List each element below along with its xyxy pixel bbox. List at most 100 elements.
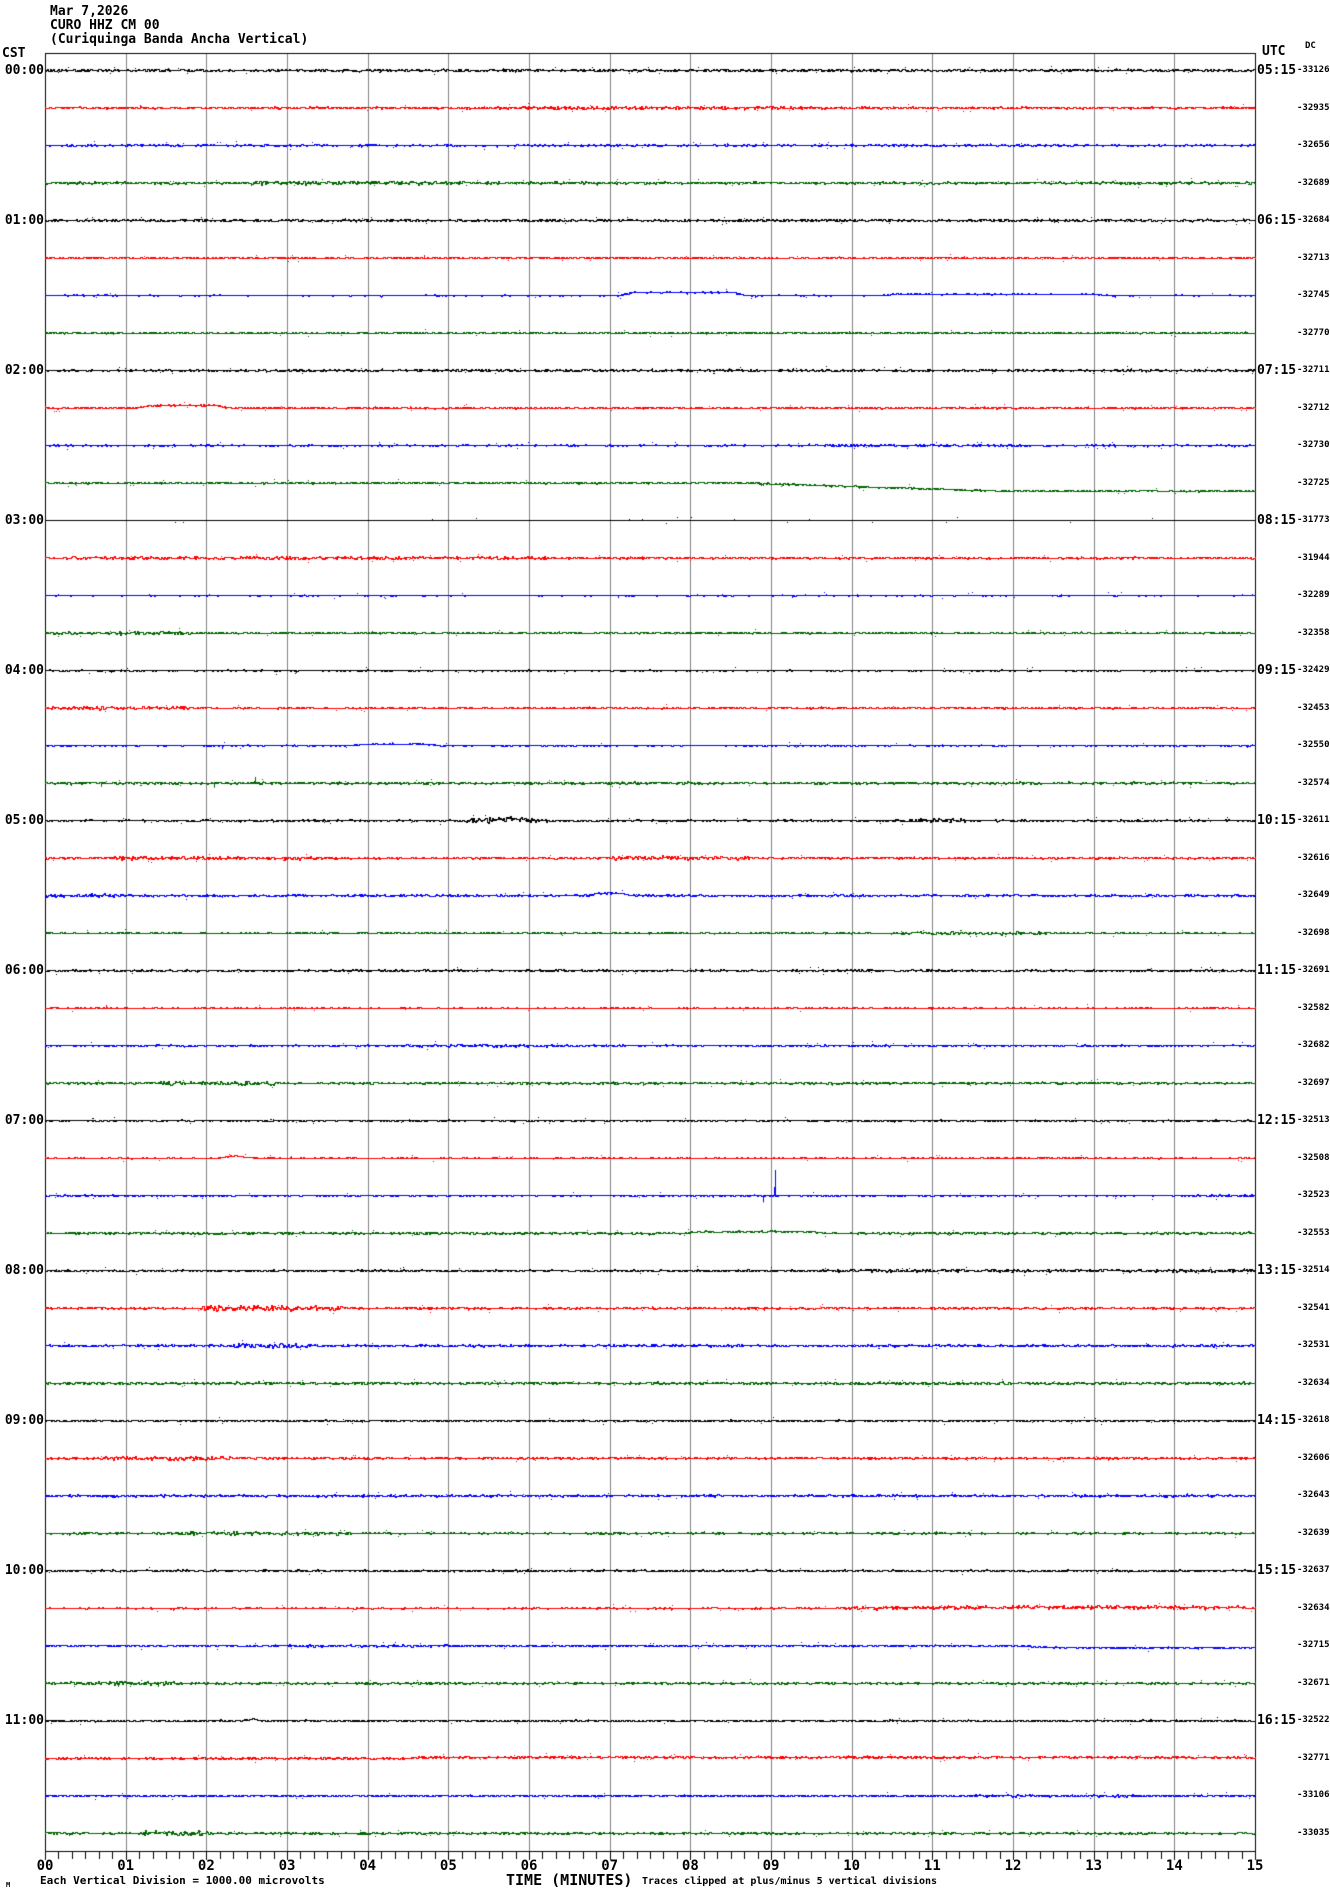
x-tick-label: 06: [520, 1858, 538, 1874]
dc-value: -32770: [1297, 327, 1330, 338]
dc-value: -33035: [1297, 1827, 1330, 1838]
x-tick-label: 02: [197, 1858, 215, 1874]
cst-hour-label: 01:00: [4, 213, 44, 229]
dc-value: -32698: [1297, 927, 1330, 938]
dc-value: -32358: [1297, 627, 1330, 638]
dc-value: -32289: [1297, 590, 1330, 601]
dc-value: -32618: [1297, 1415, 1330, 1426]
cst-hour-label: 00:00: [4, 63, 44, 78]
header-station-desc: (Curiquinga Banda Ancha Vertical): [50, 32, 309, 47]
dc-value: -32697: [1297, 1077, 1330, 1088]
dc-value: -31773: [1297, 515, 1330, 526]
dc-value: -32682: [1297, 1040, 1330, 1051]
dc-value: -32643: [1297, 1490, 1330, 1501]
dc-value: -32523: [1297, 1190, 1330, 1201]
dc-value: -32649: [1297, 890, 1330, 901]
utc-hour-label: 08:15: [1257, 513, 1297, 529]
cst-hour-label: 04:00: [4, 663, 44, 679]
header-station-id: CURO HHZ CM 00: [50, 18, 160, 33]
cst-hour-label: 02:00: [4, 363, 44, 379]
utc-hour-label: 07:15: [1257, 363, 1297, 379]
x-tick-label: 00: [36, 1858, 54, 1874]
cst-hour-label: 07:00: [4, 1113, 44, 1129]
x-tick-label: 15: [1246, 1858, 1264, 1874]
dc-value: -32725: [1297, 477, 1330, 488]
left-timezone-label: CST: [2, 46, 26, 61]
dc-value: -32745: [1297, 290, 1330, 301]
dc-value: -32689: [1297, 177, 1330, 188]
dc-value: -32550: [1297, 740, 1330, 751]
cst-hour-label: 06:00: [4, 963, 44, 979]
x-tick-label: 01: [117, 1858, 135, 1874]
dc-value: -32522: [1297, 1715, 1330, 1726]
dc-value: -32514: [1297, 1265, 1330, 1276]
corner-glyph: M: [6, 1881, 11, 1889]
x-tick-label: 04: [359, 1858, 377, 1874]
clip-note: Traces clipped at plus/minus 5 vertical …: [642, 1876, 938, 1887]
dc-value: -32541: [1297, 1302, 1330, 1313]
x-tick-label: 07: [601, 1858, 619, 1874]
dc-value: -32713: [1297, 252, 1330, 263]
dc-value: -32639: [1297, 1527, 1330, 1538]
dc-value: -32712: [1297, 402, 1330, 413]
utc-hour-label: 13:15: [1257, 1263, 1297, 1279]
x-tick-label: 13: [1085, 1858, 1103, 1874]
dc-value: -32715: [1297, 1640, 1330, 1651]
right-timezone-label: UTC: [1262, 44, 1286, 59]
x-tick-label: 10: [843, 1858, 861, 1874]
utc-hour-label: 11:15: [1257, 963, 1297, 979]
utc-hour-label: 10:15: [1257, 813, 1297, 829]
dc-value: -32453: [1297, 702, 1330, 713]
dc-value: -32935: [1297, 102, 1330, 113]
cst-hour-label: 10:00: [4, 1563, 44, 1579]
dc-value: -32574: [1297, 777, 1330, 788]
utc-hour-label: 14:15: [1257, 1413, 1297, 1429]
x-axis-title: TIME (MINUTES): [506, 1871, 633, 1889]
x-tick-label: 12: [1004, 1858, 1022, 1874]
utc-hour-label: 12:15: [1257, 1113, 1297, 1129]
dc-value: -32616: [1297, 852, 1330, 863]
dc-value: -32656: [1297, 140, 1330, 151]
dc-value: -32611: [1297, 815, 1330, 826]
cst-hour-label: 05:00: [4, 813, 44, 829]
dc-value: -32771: [1297, 1752, 1330, 1763]
dc-value: -32684: [1297, 215, 1330, 226]
dc-value: -32637: [1297, 1565, 1330, 1576]
cst-hour-label: 08:00: [4, 1263, 44, 1279]
utc-hour-label: 05:15: [1257, 63, 1297, 78]
cst-hour-label: 03:00: [4, 513, 44, 529]
cst-hour-label: 11:00: [4, 1713, 44, 1729]
dc-column-header: DC: [1305, 41, 1316, 51]
utc-hour-label: 15:15: [1257, 1563, 1297, 1579]
utc-hour-label: 16:15: [1257, 1713, 1297, 1729]
utc-hour-label: 09:15: [1257, 663, 1297, 679]
dc-value: -32508: [1297, 1152, 1330, 1163]
cst-hour-label: 09:00: [4, 1413, 44, 1429]
x-tick-label: 09: [762, 1858, 780, 1874]
dc-value: -32671: [1297, 1677, 1330, 1688]
dc-value: -32531: [1297, 1340, 1330, 1351]
x-tick-label: 14: [1165, 1858, 1183, 1874]
dc-value: -32634: [1297, 1602, 1330, 1613]
scale-note: Each Vertical Division = 1000.00 microvo…: [40, 1874, 325, 1887]
dc-value: -32691: [1297, 965, 1330, 976]
dc-value: -32553: [1297, 1227, 1330, 1238]
x-tick-label: 11: [923, 1858, 941, 1874]
dc-value: -32513: [1297, 1115, 1330, 1126]
utc-hour-label: 06:15: [1257, 213, 1297, 229]
dc-value: -33106: [1297, 1790, 1330, 1801]
x-tick-label: 05: [439, 1858, 457, 1874]
dc-value: -32730: [1297, 440, 1330, 451]
dc-value: -33126: [1297, 65, 1330, 75]
dc-value: -32429: [1297, 665, 1330, 676]
dc-value: -32582: [1297, 1002, 1330, 1013]
x-tick-label: 08: [681, 1858, 699, 1874]
dc-value: -32634: [1297, 1377, 1330, 1388]
x-tick-label: 03: [278, 1858, 296, 1874]
dc-value: -32711: [1297, 365, 1330, 376]
header-date: Mar 7,2026: [50, 4, 129, 19]
dc-value: -32606: [1297, 1452, 1330, 1463]
dc-value: -31944: [1297, 552, 1330, 563]
